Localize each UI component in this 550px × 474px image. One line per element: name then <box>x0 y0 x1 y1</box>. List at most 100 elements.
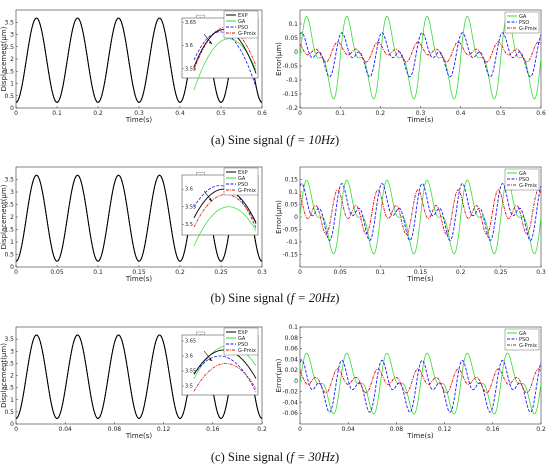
chart-c-left-inset-ytick-label-3: 3.65 <box>185 339 196 345</box>
chart-c-left-xtick-label-3: 0.12 <box>157 426 171 433</box>
chart-b-right-series-GA <box>299 179 542 255</box>
chart-a-right-xtick-label-5: 0.5 <box>496 110 506 117</box>
chart-c-right-ylabel: Error(μm) <box>275 358 283 392</box>
chart-b-left: 0 0.05 0.1 0.15 0.2 0.25 0.3 0 0.5 1 1.5 2 2.5 3 3.5 Ti… <box>0 166 267 283</box>
chart-b-right-xtick-label-2: 0.1 <box>376 269 386 276</box>
chart-c-right-legend-label-PSO: PSO <box>519 337 529 343</box>
chart-a-left-xtick-label-2: 0.2 <box>93 110 103 117</box>
chart-c-right-legend-label-G-Pmix: G-Pmix <box>519 343 537 349</box>
chart-a-right: 0 0.1 0.2 0.3 0.4 0.5 0.6 -0.2 -0.15 -0.1 -0.05 0 0.… <box>275 9 546 124</box>
chart-c-right-xtick-label-5: 0.2 <box>536 426 546 433</box>
chart-a-left-xtick-label-3: 0.3 <box>134 110 144 117</box>
chart-b-left-ytick-label-3: 1.5 <box>4 227 14 234</box>
chart-a-left-ytick-label-1: 0.5 <box>4 93 14 100</box>
chart-b-right-xtick-label-1: 0.05 <box>333 269 347 276</box>
chart-a-left-xlabel: Time(s) <box>125 116 153 124</box>
chart-c-right-frame <box>299 326 542 425</box>
chart-c-left-series-EXP <box>15 334 263 419</box>
chart-a-right-ytick-label-6: 0.1 <box>288 21 298 28</box>
chart-a-left-series-EXP <box>15 17 263 103</box>
chart-a-left-xtick-label-6: 0.6 <box>257 110 267 117</box>
chart-c-right-xtick-label-4: 0.16 <box>486 426 500 433</box>
caption-a: (a) Sine signal (f = 10Hz) <box>210 133 340 147</box>
chart-c-left-ytick-label-4: 2 <box>10 373 14 380</box>
chart-a-left-xtick-label-1: 0.1 <box>52 110 62 117</box>
chart-a-right-ytick-label-4: 0 <box>294 49 298 56</box>
chart-b-right-series-PSO <box>299 183 542 241</box>
chart-a-left-ytick-label-7: 3.5 <box>4 19 14 26</box>
chart-b-left-ytick-label-4: 2 <box>10 214 14 221</box>
chart-a-right-series-G-Pmix <box>299 41 542 63</box>
chart-c-right-ytick-label-0: -0.06 <box>282 410 298 417</box>
chart-c-left-ytick-label-7: 3.5 <box>4 336 14 343</box>
chart-b-left-ytick-label-1: 0.5 <box>4 252 14 259</box>
chart-a-right-xtick-label-2: 0.2 <box>376 110 386 117</box>
chart-c-left-inset-arrowhead <box>209 358 212 361</box>
chart-b-left-series-EXP <box>15 174 263 262</box>
chart-a-right-ytick-label-1: -0.15 <box>282 91 298 98</box>
chart-b-right-legend-label-G-Pmix: G-Pmix <box>519 183 537 189</box>
chart-b-left-xtick-label-6: 0.3 <box>257 269 267 276</box>
chart-b-left-xtick-label-5: 0.25 <box>214 269 228 276</box>
chart-a-right-xtick-label-1: 0.1 <box>335 110 345 117</box>
chart-c-left-xtick-label-0: 0 <box>14 426 18 433</box>
chart-c-left-inset-ytick-label-2: 3.6 <box>185 354 193 360</box>
chart-c-right: 0 0.04 0.08 0.12 0.16 0.2 -0.06 -0.04 -0.02 0 0.02… <box>275 324 546 440</box>
chart-c-right-xtick-label-3: 0.12 <box>438 426 452 433</box>
chart-c-right-xlabel: Time(s) <box>406 432 434 440</box>
chart-c-left-legend-label-PSO: PSO <box>238 342 248 348</box>
chart-b-left-xtick-label-2: 0.1 <box>93 269 103 276</box>
chart-b-left-ytick-label-0: 0 <box>10 264 14 271</box>
chart-a-left-ytick-label-4: 2 <box>10 56 14 63</box>
chart-c-left-ylabel: Displacement(μm) <box>0 343 8 408</box>
chart-b-left-inset-ytick-label-2: 3.6 <box>185 187 193 193</box>
chart-a-right-xtick-label-3: 0.3 <box>416 110 426 117</box>
chart-a-right-xtick-label-4: 0.4 <box>456 110 466 117</box>
chart-b-right-xtick-label-5: 0.25 <box>494 269 508 276</box>
chart-a-left-inset-ytick-label-1: 3.6 <box>185 43 193 49</box>
chart-a-left-ytick-label-0: 0 <box>10 105 14 112</box>
chart-a-left-inset-series-GA <box>193 38 257 91</box>
chart-c-right-ytick-label-7: 0.08 <box>285 335 299 342</box>
chart-b-left-xtick-label-3: 0.15 <box>132 269 146 276</box>
chart-a-left-legend-label-GA: GA <box>238 19 246 25</box>
chart-b-left-legend-label-GA: GA <box>238 176 246 182</box>
chart-a-right-xtick-label-6: 0.6 <box>536 110 546 117</box>
chart-c-right-legend-label-GA: GA <box>519 331 527 337</box>
chart-b-left-inset-ytick-label-1: 3.55 <box>185 204 196 210</box>
chart-a-left-ytick-label-2: 1 <box>10 81 14 88</box>
chart-c-left-xtick-label-5: 0.2 <box>257 426 267 433</box>
chart-c-left-xtick-label-4: 0.16 <box>206 426 220 433</box>
chart-b-left-inset-series-GA <box>193 206 257 247</box>
chart-b-right-ytick-label-2: -0.05 <box>282 227 298 234</box>
chart-c-left-legend-label-GA: GA <box>238 336 246 342</box>
chart-a-left-xtick-label-5: 0.5 <box>216 110 226 117</box>
chart-b-left-xtick-label-0: 0 <box>14 269 18 276</box>
chart-b-left-inset-arrowhead <box>209 198 212 201</box>
chart-c-right-ytick-label-3: 0 <box>294 378 298 385</box>
chart-b-right-ytick-label-5: 0.1 <box>288 189 298 196</box>
chart-a-right-legend-label-G-Pmix: G-Pmix <box>519 26 537 32</box>
chart-a-right-ytick-label-2: -0.1 <box>286 77 298 84</box>
chart-b-right-xtick-label-4: 0.2 <box>456 269 466 276</box>
chart-b-right-ytick-label-0: -0.15 <box>282 252 298 259</box>
chart-a-left-legend-label-EXP: EXP <box>238 13 248 19</box>
chart-b-right: 0 0.05 0.1 0.15 0.2 0.25 0.3 -0.15 -0.1 -0.05 0 0.0… <box>275 166 546 283</box>
chart-c-left-ytick-label-5: 2.5 <box>4 360 14 367</box>
chart-a-right-xtick-label-0: 0 <box>298 110 302 117</box>
chart-b-left-xtick-label-1: 0.05 <box>50 269 64 276</box>
chart-c-right-series-PSO <box>299 359 542 413</box>
chart-a-left-legend-label-PSO: PSO <box>238 25 248 31</box>
chart-c-right-ytick-label-2: -0.02 <box>282 389 298 396</box>
chart-a-right-legend-label-PSO: PSO <box>519 20 529 26</box>
chart-c-left-xlabel: Time(s) <box>125 432 153 440</box>
chart-b-right-ytick-label-3: 0 <box>294 214 298 221</box>
chart-b-right-legend-label-GA: GA <box>519 171 527 177</box>
chart-a-left-ytick-label-3: 1.5 <box>4 68 14 75</box>
chart-c-right-series-G-Pmix <box>299 368 542 394</box>
chart-b-right-xtick-label-6: 0.3 <box>536 269 546 276</box>
chart-c-right-ytick-label-5: 0.04 <box>285 356 299 363</box>
chart-a-left-xtick-label-4: 0.4 <box>175 110 185 117</box>
chart-c-left-ytick-label-3: 1.5 <box>4 385 14 392</box>
